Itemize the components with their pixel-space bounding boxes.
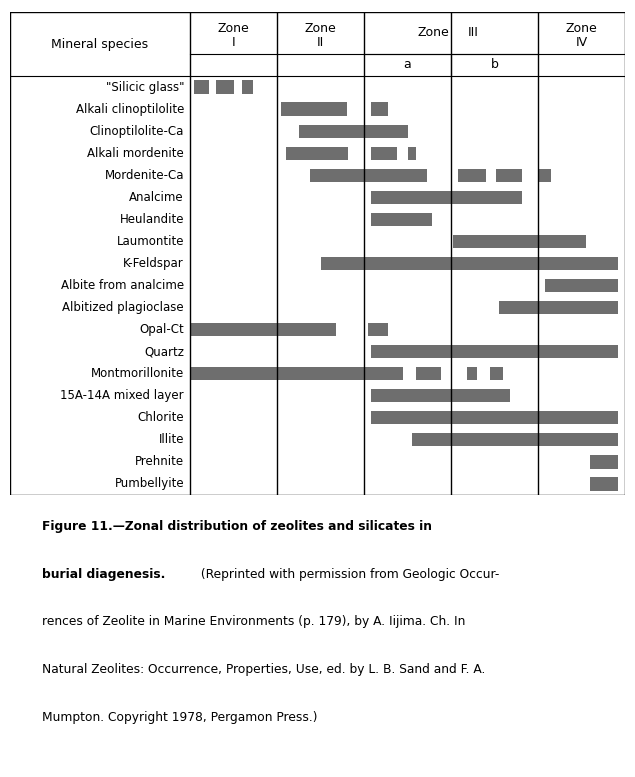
Text: Mineral species: Mineral species — [51, 37, 149, 51]
Text: Mumpton. Copyright 1978, Pergamon Press.): Mumpton. Copyright 1978, Pergamon Press.… — [42, 710, 318, 723]
Text: Zone: Zone — [305, 22, 337, 34]
Bar — [368, 323, 389, 336]
Bar — [286, 147, 349, 160]
Text: Albite from analcime: Albite from analcime — [61, 279, 184, 292]
Bar — [371, 345, 618, 358]
Bar — [499, 301, 618, 314]
Bar — [416, 367, 441, 380]
Bar — [538, 169, 551, 182]
Bar — [371, 103, 389, 116]
Text: Mordenite-Ca: Mordenite-Ca — [105, 169, 184, 182]
Text: Clinoptilolite-Ca: Clinoptilolite-Ca — [90, 124, 184, 138]
Text: Pumbellyite: Pumbellyite — [114, 478, 184, 490]
Text: III: III — [467, 26, 478, 40]
Bar — [321, 257, 618, 270]
Text: (Reprinted with permission from Geologic Occur-: (Reprinted with permission from Geologic… — [197, 568, 499, 580]
Text: Figure 11.—Zonal distribution of zeolites and silicates in: Figure 11.—Zonal distribution of zeolite… — [42, 520, 432, 533]
Text: Opal-Ct: Opal-Ct — [139, 323, 184, 336]
Bar — [458, 169, 486, 182]
Text: I: I — [232, 37, 236, 50]
Bar — [408, 147, 416, 160]
Text: burial diagenesis.: burial diagenesis. — [42, 568, 165, 580]
Text: Analcime: Analcime — [130, 191, 184, 204]
Text: Illite: Illite — [159, 434, 184, 446]
Text: Chlorite: Chlorite — [137, 411, 184, 424]
Bar — [490, 367, 503, 380]
Text: Laumontite: Laumontite — [116, 235, 184, 248]
Bar — [545, 279, 618, 292]
Bar — [190, 323, 336, 336]
Text: II: II — [317, 37, 324, 50]
Text: Heulandite: Heulandite — [119, 213, 184, 226]
Text: Alkali clinoptilolite: Alkali clinoptilolite — [76, 103, 184, 116]
Bar — [310, 169, 427, 182]
Text: IV: IV — [575, 37, 587, 50]
Text: Zone: Zone — [566, 22, 598, 34]
Bar — [467, 367, 477, 380]
Bar — [453, 235, 586, 248]
Bar — [412, 434, 618, 447]
Text: Alkali mordenite: Alkali mordenite — [87, 147, 184, 160]
Bar — [281, 103, 347, 116]
Bar — [298, 124, 408, 138]
Text: Zone: Zone — [417, 26, 449, 40]
Text: K-Feldspar: K-Feldspar — [123, 257, 184, 270]
Bar — [590, 455, 618, 469]
Text: "Silicic glass": "Silicic glass" — [105, 81, 184, 93]
Bar — [242, 80, 253, 94]
Text: Prehnite: Prehnite — [135, 455, 184, 469]
Bar — [590, 477, 618, 490]
Text: Quartz: Quartz — [144, 345, 184, 358]
Text: Zone: Zone — [218, 22, 250, 34]
Text: rences of Zeolite in Marine Environments (p. 179), by A. Iijima. Ch. In: rences of Zeolite in Marine Environments… — [42, 615, 465, 629]
Bar — [190, 367, 403, 380]
Bar — [371, 411, 618, 424]
Bar — [496, 169, 523, 182]
Text: Montmorillonite: Montmorillonite — [91, 368, 184, 380]
Bar — [371, 367, 394, 380]
Text: 15A-14A mixed layer: 15A-14A mixed layer — [60, 389, 184, 402]
Bar — [216, 80, 234, 94]
Text: Albitized plagioclase: Albitized plagioclase — [62, 301, 184, 314]
Text: b: b — [491, 58, 498, 71]
Bar — [371, 147, 397, 160]
Bar — [371, 213, 432, 226]
Text: a: a — [404, 58, 411, 71]
Bar — [371, 190, 523, 204]
Bar — [194, 80, 209, 94]
Text: Natural Zeolites: Occurrence, Properties, Use, ed. by L. B. Sand and F. A.: Natural Zeolites: Occurrence, Properties… — [42, 663, 485, 676]
Bar — [371, 389, 510, 402]
